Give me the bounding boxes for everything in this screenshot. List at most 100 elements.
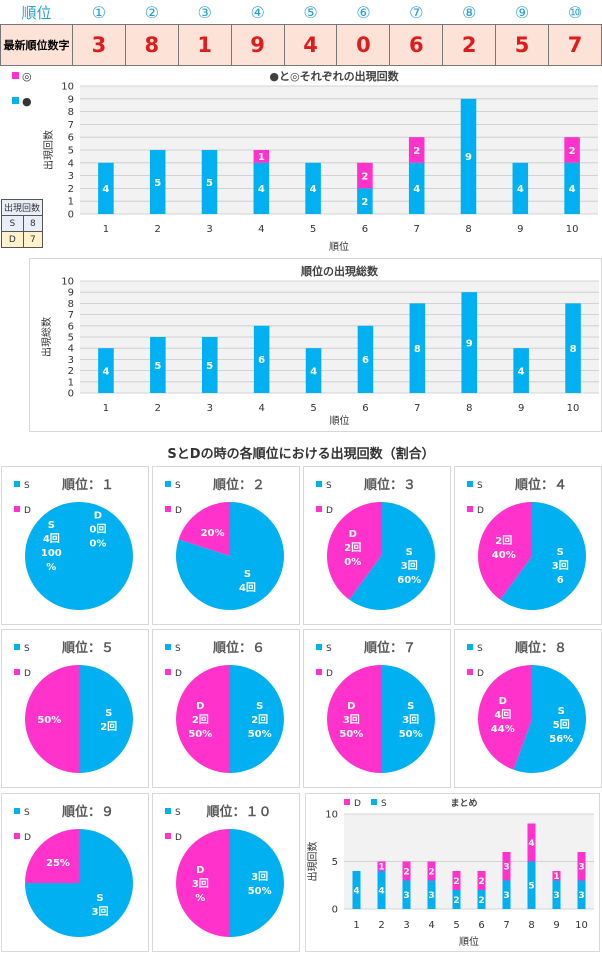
pie-label-d: 3回 <box>343 714 360 726</box>
pie-chart-10: 順位：１０ S D 3回 50% D 3回% <box>165 804 284 937</box>
x-tick-label: 7 <box>414 224 420 235</box>
bar-data-label: 3 <box>578 891 584 901</box>
bar-data-label: 5 <box>206 178 213 189</box>
bar-data-label: 3 <box>403 891 409 901</box>
x-tick-label: 9 <box>518 403 524 414</box>
bar-data-label: 4 <box>258 184 265 195</box>
bar-a-3 <box>201 150 218 214</box>
y-tick-label: 10 <box>325 810 338 821</box>
pie-label-d: 0% <box>344 557 361 568</box>
bar-a-4 <box>253 325 270 393</box>
pie-label-d: % <box>195 893 205 904</box>
bar-data-label: 1 <box>378 863 384 873</box>
x-axis-label: 順位 <box>459 935 479 948</box>
pie-legend-label-d: D <box>477 506 484 516</box>
bar-data-label: 4 <box>517 184 524 195</box>
bar-a-6 <box>477 890 486 909</box>
y-axis-label: 出現総数 <box>40 317 53 357</box>
pie-label-s: 3回 <box>401 560 418 572</box>
pie-label-s: S <box>407 701 414 712</box>
legend-label-s: S <box>381 799 387 809</box>
bar-b-4 <box>427 861 436 881</box>
pie-slice-d <box>25 665 79 773</box>
pie-slice-d <box>178 502 230 556</box>
bar-a-6 <box>357 325 374 393</box>
pie-title: 順位：５ <box>62 640 114 656</box>
bar-a-10 <box>565 303 581 393</box>
pie-slice-s <box>500 502 586 610</box>
x-tick-label: 8 <box>528 920 534 931</box>
chart-stacked: 0123456789104152534144522642798494210●と◎… <box>12 69 598 253</box>
pie-legend-swatch-s <box>165 481 171 487</box>
latest-digit-3: 1 <box>177 24 232 66</box>
legend-swatch-s <box>371 799 377 805</box>
x-tick-label: 10 <box>567 403 580 414</box>
y-tick-label: 10 <box>61 82 74 93</box>
y-tick-label: 5 <box>68 333 74 344</box>
pie-label-s: S <box>48 520 55 531</box>
bar-a-7 <box>409 303 426 393</box>
pie-legend-swatch-s <box>14 481 20 487</box>
pie-legend-label-s: S <box>326 644 332 654</box>
latest-digit-4: 9 <box>230 24 285 66</box>
latest-digit-10: 7 <box>548 24 602 66</box>
pie-panel-9: 順位：９ S D S 3回 25% <box>1 793 149 952</box>
rank-header-10: ⑩ <box>567 2 583 22</box>
pie-title: 順位：９ <box>62 804 114 820</box>
pie-label-s: 50% <box>248 886 272 897</box>
pie-slice-d <box>176 829 230 937</box>
pie-slice-s <box>230 829 284 937</box>
x-tick-label: 4 <box>428 920 434 931</box>
count-table-value-s: 8 <box>22 215 44 232</box>
pie-label-s: 3回 <box>402 714 419 726</box>
bar-data-label: 4 <box>413 184 420 195</box>
pie-chart-6: 順位：６ S D S 2回 50% D 2回 50% <box>165 640 284 773</box>
pie-title: 順位：２ <box>213 477 265 493</box>
bar-a-10 <box>577 880 586 909</box>
count-table-value-d: 7 <box>22 231 44 248</box>
pie-legend-swatch-d <box>165 669 171 675</box>
pie-legend-label-d: D <box>175 506 182 516</box>
pie-legend-label-d: D <box>24 506 31 516</box>
pie-label-s: S <box>557 547 564 558</box>
pie-label-d: 4回 <box>494 709 511 721</box>
pie-label-d: D <box>196 865 204 876</box>
pie-legend-swatch-s <box>165 644 171 650</box>
y-tick-label: 9 <box>68 288 74 299</box>
pie-slice-s <box>79 665 133 773</box>
bar-data-label: 2 <box>478 896 484 906</box>
pie-legend-label-s: S <box>24 808 30 818</box>
y-tick-label: 2 <box>68 366 74 377</box>
bar-data-label: 5 <box>206 361 213 372</box>
bar-data-label: 1 <box>553 872 559 882</box>
bar-data-label: 4 <box>518 366 525 377</box>
pie-label-s: 3回 <box>552 560 569 572</box>
y-tick-label: 3 <box>68 355 74 366</box>
x-axis-label: 順位 <box>329 240 349 253</box>
count-table-key-s: S <box>1 215 24 232</box>
pie-title: 順位：３ <box>364 477 416 493</box>
latest-digits-row: 最新順位数字 3 8 1 9 4 0 6 2 5 7 <box>0 24 602 66</box>
pie-legend-swatch-d <box>165 506 171 512</box>
x-tick-label: 1 <box>353 920 359 931</box>
bar-a-1 <box>98 162 114 214</box>
bar-b-9 <box>552 871 561 881</box>
y-tick-label: 7 <box>68 310 74 321</box>
bar-data-label: 4 <box>102 366 109 377</box>
pie-label-s: 3回 <box>251 871 268 883</box>
y-tick-label: 0 <box>332 905 338 916</box>
bar-a-3 <box>402 880 411 909</box>
pie-label-d: 44% <box>491 724 515 735</box>
pie-label-d: 25% <box>46 858 70 869</box>
pie-legend-label-s: S <box>326 481 332 491</box>
y-tick-label: 5 <box>332 857 338 868</box>
pie-label-d: D <box>94 510 102 521</box>
pie-label-d: 50% <box>188 729 212 740</box>
rank-header-7: ⑦ <box>409 2 424 22</box>
bar-data-label: 4 <box>310 184 317 195</box>
bar-data-label: 8 <box>570 344 577 355</box>
pie-label-s: S <box>105 708 112 719</box>
bar-data-label: 5 <box>528 882 534 892</box>
bar-data-label: 2 <box>478 877 484 887</box>
pie-legend-label-s: S <box>477 644 483 654</box>
